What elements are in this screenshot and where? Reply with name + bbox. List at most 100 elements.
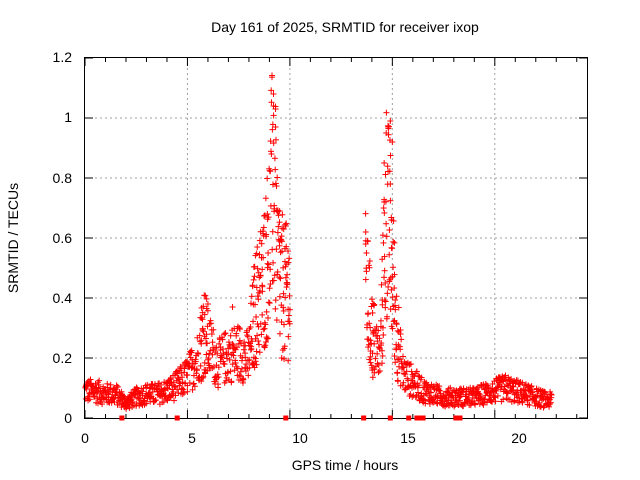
data-point — [397, 346, 404, 353]
data-point — [382, 304, 389, 311]
data-point — [252, 301, 259, 308]
data-point — [215, 374, 222, 381]
data-point — [110, 395, 117, 402]
data-point — [99, 392, 106, 399]
data-point — [387, 118, 394, 124]
data-point — [256, 349, 263, 356]
data-point — [100, 383, 107, 390]
data-point — [472, 401, 479, 408]
data-point — [198, 314, 205, 321]
data-point — [160, 398, 167, 405]
data-point — [188, 347, 195, 354]
data-point — [261, 325, 268, 332]
data-point — [376, 367, 383, 374]
data-point — [377, 342, 384, 349]
data-point — [259, 266, 266, 273]
data-point — [492, 398, 499, 405]
data-point — [258, 331, 265, 338]
data-point — [272, 166, 279, 173]
data-point — [437, 390, 444, 397]
bottom-marker — [453, 415, 459, 421]
data-point — [262, 195, 269, 202]
data-point — [243, 361, 250, 368]
data-point — [379, 232, 386, 239]
data-point — [215, 384, 222, 391]
data-point — [229, 361, 236, 368]
data-point — [415, 389, 422, 396]
data-point — [381, 274, 388, 281]
data-point — [94, 400, 101, 407]
data-point — [510, 398, 517, 405]
data-point — [181, 365, 188, 372]
data-point — [246, 364, 253, 371]
data-point — [227, 368, 234, 375]
data-point — [181, 389, 188, 396]
data-point — [362, 210, 369, 217]
data-point — [385, 124, 392, 130]
data-point — [253, 284, 260, 291]
data-point — [269, 126, 276, 133]
data-point — [195, 350, 202, 357]
x-tick-label: 0 — [81, 430, 89, 446]
data-point — [259, 311, 266, 318]
data-point — [274, 174, 281, 181]
data-point — [379, 360, 386, 367]
data-point — [285, 248, 292, 255]
data-point — [384, 163, 391, 170]
data-point — [264, 175, 271, 182]
data-point — [199, 316, 206, 323]
data-point — [363, 250, 370, 257]
data-point — [367, 324, 374, 331]
data-point — [151, 398, 158, 405]
data-point — [460, 385, 467, 392]
data-point — [197, 362, 204, 369]
x-tick-labels: 0 5 10 15 20 — [81, 430, 527, 446]
data-point — [96, 377, 103, 384]
data-point — [265, 299, 272, 306]
data-point — [230, 352, 237, 359]
data-point — [381, 209, 388, 216]
data-point — [192, 356, 199, 363]
data-point — [249, 283, 256, 290]
data-point — [528, 383, 535, 390]
data-point — [263, 231, 270, 238]
data-point — [251, 273, 258, 280]
data-point — [139, 388, 146, 395]
data-point — [220, 350, 227, 357]
data-point — [362, 241, 369, 247]
data-point — [240, 376, 247, 383]
data-point — [278, 355, 285, 361]
y-tick-label: 0.4 — [53, 290, 73, 306]
data-point — [93, 389, 100, 396]
data-point — [371, 369, 378, 376]
data-point — [275, 212, 282, 219]
data-point — [272, 124, 279, 130]
data-point — [381, 199, 388, 205]
data-point — [475, 390, 482, 397]
data-point — [375, 369, 382, 376]
data-point — [507, 388, 514, 395]
data-point — [264, 314, 271, 321]
data-point — [382, 298, 389, 305]
data-point — [270, 112, 277, 119]
data-point — [244, 333, 251, 340]
data-point — [200, 328, 207, 335]
data-point — [252, 355, 259, 362]
data-point — [260, 254, 267, 261]
data-point — [191, 383, 198, 390]
data-point — [397, 331, 404, 337]
data-point — [280, 304, 287, 311]
grid-lines — [85, 58, 587, 418]
data-point — [286, 306, 293, 313]
data-point — [285, 357, 292, 364]
data-point — [382, 171, 389, 178]
data-point — [143, 400, 150, 407]
data-point — [206, 350, 213, 357]
data-point — [133, 384, 140, 391]
data-point — [232, 359, 239, 366]
data-point — [400, 379, 407, 386]
data-point — [236, 326, 243, 333]
data-point — [90, 394, 97, 401]
data-point — [214, 350, 221, 357]
data-point — [389, 294, 396, 301]
